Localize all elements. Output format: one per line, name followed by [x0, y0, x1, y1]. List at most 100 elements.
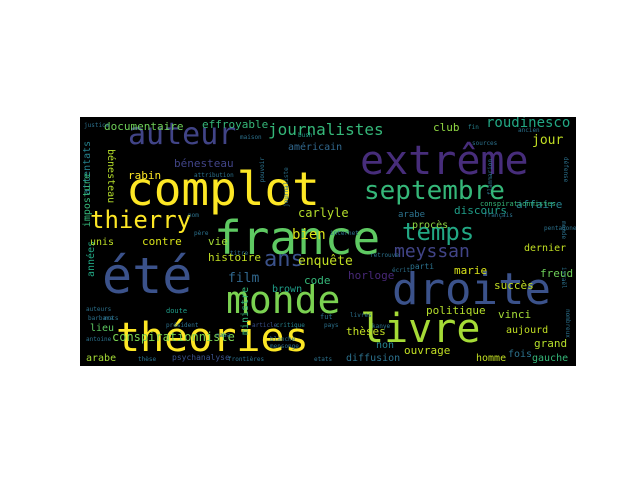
- cloud-word: écrit: [392, 267, 410, 274]
- word-cloud-panel: complot france été droite extrême monde théori…: [80, 117, 576, 366]
- cloud-word: thèse: [138, 356, 156, 363]
- cloud-word: histoire: [208, 251, 261, 264]
- cloud-word: meyssan: [394, 241, 470, 262]
- cloud-word: français: [484, 212, 513, 219]
- cloud-word: auteurs: [86, 306, 112, 313]
- cloud-word: thèses: [346, 325, 386, 338]
- cloud-word: documentaire: [104, 120, 183, 133]
- cloud-word: gauche: [532, 353, 568, 364]
- cloud-word: journalistes: [268, 120, 384, 139]
- cloud-word: mots: [104, 315, 119, 322]
- cloud-word: arabe: [398, 210, 425, 220]
- cloud-word: antoine: [86, 336, 112, 343]
- cloud-word: jour: [532, 133, 563, 148]
- cloud-word: code: [304, 274, 331, 287]
- cloud-word: contre: [142, 235, 182, 248]
- cloud-word: septembre: [364, 176, 505, 206]
- cloud-word: thierry: [90, 206, 191, 234]
- cloud-word: bien: [292, 227, 326, 243]
- cloud-word: fut: [320, 313, 333, 321]
- cloud-word: bénesteau: [105, 149, 117, 203]
- cloud-word: non: [376, 340, 394, 351]
- cloud-word: nom: [188, 212, 199, 219]
- cloud-word: théories: [116, 315, 309, 361]
- cloud-word: unis: [90, 237, 114, 248]
- cloud-word: critique: [276, 322, 305, 329]
- cloud-word: défense: [562, 157, 569, 183]
- cloud-word: frontières: [228, 356, 265, 363]
- cloud-word: été: [102, 247, 192, 305]
- cloud-word: france: [214, 211, 380, 265]
- cloud-word: affaire: [516, 198, 562, 211]
- cloud-word: ouvrage: [404, 344, 450, 357]
- cloud-word: extrême: [360, 138, 529, 184]
- cloud-word: années: [85, 241, 97, 277]
- cloud-word: discours: [454, 204, 507, 217]
- cloud-word: procès: [412, 219, 448, 231]
- cloud-word: lieu: [90, 323, 114, 334]
- cloud-word: imposture: [82, 173, 93, 227]
- cloud-word: psychanalyse: [172, 353, 230, 362]
- cloud-word: complot: [126, 162, 320, 216]
- cloud-word: président: [166, 322, 199, 329]
- cloud-word: grand: [534, 337, 567, 350]
- cloud-word: temps: [402, 218, 474, 246]
- cloud-word: effroyable: [202, 118, 268, 131]
- cloud-word: justice: [84, 122, 110, 129]
- cloud-word: arabe: [86, 353, 116, 364]
- cloud-word: pentagone: [544, 225, 576, 232]
- cloud-word: ancien: [518, 127, 540, 134]
- cloud-word: retrouve: [370, 252, 399, 259]
- cloud-word: parti: [410, 262, 434, 271]
- cloud-word: internet: [330, 230, 359, 237]
- cloud-word: vinci: [498, 308, 531, 321]
- cloud-word: diffusion: [346, 353, 400, 364]
- cloud-word: flammarion: [487, 159, 494, 196]
- cloud-word: succès: [494, 279, 534, 292]
- cloud-word: attentats: [82, 141, 93, 195]
- cloud-word: père: [194, 230, 209, 237]
- cloud-word: fin: [468, 124, 479, 131]
- cloud-word: titre: [230, 250, 248, 257]
- cloud-word: marie: [454, 264, 487, 277]
- cloud-word: mensonge: [270, 343, 299, 350]
- cloud-word: conspirationnistes: [480, 200, 556, 208]
- cloud-word: etats: [314, 356, 332, 363]
- cloud-word: club: [433, 121, 460, 134]
- cloud-word: conspirationniste: [112, 330, 235, 344]
- cloud-word: aujourd: [506, 325, 548, 336]
- cloud-word: pouvoir: [259, 157, 266, 183]
- cloud-word: doute: [166, 307, 187, 315]
- cloud-word: journaliste: [283, 167, 290, 207]
- cloud-word: homme: [476, 353, 506, 364]
- cloud-word: enquête: [298, 254, 353, 269]
- cloud-word: rabin: [128, 169, 161, 182]
- cloud-word: barbara: [88, 315, 114, 322]
- cloud-word: film: [228, 271, 259, 286]
- cloud-word: maison: [240, 134, 262, 141]
- cloud-word: nasa: [216, 332, 231, 339]
- cloud-word: brown: [272, 284, 302, 295]
- cloud-word: blanche: [270, 336, 296, 343]
- cloud-word: sources: [472, 140, 498, 147]
- cloud-word: freud: [540, 267, 573, 280]
- cloud-word: attribution: [194, 172, 234, 179]
- cloud-word: carlyle: [298, 206, 349, 220]
- cloud-word: monde: [226, 278, 340, 322]
- cloud-word: vie: [208, 235, 228, 248]
- cloud-word: horloge: [348, 269, 394, 282]
- cloud-word: livre: [360, 306, 480, 352]
- cloud-word: ans: [264, 247, 304, 272]
- cloud-word: monde: [560, 221, 567, 239]
- cloud-word: bush: [298, 132, 313, 139]
- cloud-word: auteur: [128, 117, 236, 152]
- cloud-word: roudinesco: [486, 117, 570, 131]
- cloud-word: israël: [560, 267, 567, 289]
- cloud-word: pays: [324, 322, 339, 329]
- cloud-word: bénesteau: [174, 157, 234, 170]
- cloud-word: nombreux: [564, 309, 571, 338]
- cloud-word: livres: [350, 312, 372, 319]
- cloud-word: fois: [508, 349, 532, 360]
- cloud-word: droite: [392, 264, 551, 315]
